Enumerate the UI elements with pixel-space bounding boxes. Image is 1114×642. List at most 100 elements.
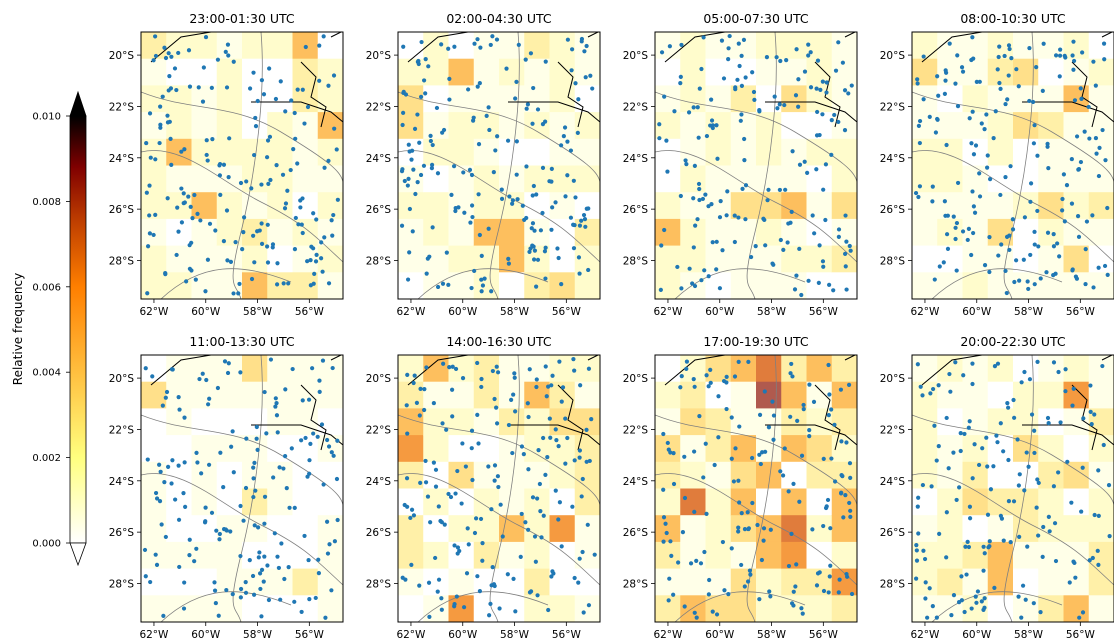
heatmap-cell (524, 488, 550, 516)
station-point (982, 127, 987, 132)
station-point (586, 603, 592, 608)
station-point (824, 90, 829, 95)
station-point (662, 94, 667, 99)
station-point (1032, 229, 1037, 234)
station-point (746, 359, 751, 364)
station-point (1010, 227, 1016, 232)
station-point (288, 167, 293, 173)
station-point (846, 91, 851, 96)
station-point (994, 433, 999, 438)
station-point (732, 374, 738, 379)
station-point (1096, 513, 1101, 518)
station-point (553, 427, 558, 432)
station-point (914, 558, 920, 563)
station-point (436, 504, 441, 509)
station-point (988, 487, 994, 492)
station-point (204, 152, 209, 158)
station-point (1078, 86, 1083, 91)
station-point (807, 382, 812, 387)
station-point (1041, 41, 1046, 46)
station-point (568, 148, 574, 153)
station-point (829, 152, 834, 157)
station-point (405, 183, 410, 188)
station-point (449, 192, 454, 198)
station-point (272, 531, 277, 536)
station-point (1004, 290, 1009, 296)
station-point (946, 466, 951, 471)
heatmap-cell (448, 568, 475, 596)
colorbar-body (69, 115, 87, 544)
station-point (259, 78, 265, 83)
station-point (249, 276, 255, 282)
station-point (817, 570, 822, 575)
station-point (401, 110, 406, 115)
station-point (549, 383, 554, 388)
station-point (142, 547, 148, 553)
station-point (709, 202, 714, 207)
river-line (398, 91, 600, 183)
station-point (556, 444, 561, 449)
station-point (200, 371, 205, 376)
heatmap-cell (655, 58, 681, 86)
station-point (470, 214, 475, 220)
station-point (218, 450, 223, 455)
heatmap-cell (423, 541, 449, 570)
station-point (766, 425, 772, 430)
station-point (293, 215, 298, 221)
heatmap-cell (1063, 138, 1090, 166)
heatmap-cell (216, 245, 243, 273)
station-point (466, 87, 471, 92)
station-point (404, 403, 409, 408)
panel-title: 20:00-22:30 UTC (960, 334, 1066, 349)
station-point (526, 527, 531, 532)
station-point (800, 611, 805, 616)
station-point (1045, 141, 1050, 146)
station-point (1034, 65, 1039, 70)
station-point (1032, 282, 1037, 287)
station-point (727, 33, 732, 39)
station-point (944, 232, 950, 237)
station-point (971, 204, 976, 209)
station-point (682, 604, 687, 609)
station-point (423, 458, 428, 464)
heatmap-cell (423, 595, 449, 622)
heatmap-cell (962, 245, 989, 273)
heatmap-cell (806, 245, 833, 273)
station-point (565, 139, 570, 144)
station-point (1070, 267, 1075, 272)
station-point (793, 584, 798, 589)
station-point (970, 476, 975, 481)
station-point (838, 387, 844, 392)
heatmap-cell (242, 218, 268, 247)
station-point (973, 143, 979, 148)
station-point (154, 562, 160, 567)
heatmap-cell (1063, 32, 1090, 60)
heatmap-cell (549, 245, 576, 273)
heatmap-cell (191, 381, 218, 409)
station-point (1088, 383, 1093, 388)
heatmap-cell (141, 461, 167, 489)
station-point (1020, 583, 1026, 588)
station-point (736, 478, 741, 483)
station-point (749, 254, 754, 260)
station-point (515, 197, 520, 202)
station-point (300, 87, 305, 92)
station-point (712, 462, 717, 468)
station-point (927, 586, 932, 591)
station-point (657, 122, 662, 127)
station-point (914, 576, 919, 581)
heatmap-cell (1088, 595, 1114, 622)
heatmap-cell (499, 568, 525, 596)
station-point (971, 152, 977, 157)
station-point (829, 118, 834, 123)
station-point (837, 577, 842, 582)
heatmap-cell (191, 541, 218, 570)
heatmap-cell (680, 58, 706, 86)
heatmap-cell (317, 138, 343, 166)
station-point (277, 465, 282, 470)
station-point (1019, 380, 1024, 385)
heatmap-cell (524, 32, 550, 60)
heatmap-cell (937, 192, 963, 220)
station-point (549, 179, 554, 184)
station-point (496, 484, 501, 490)
